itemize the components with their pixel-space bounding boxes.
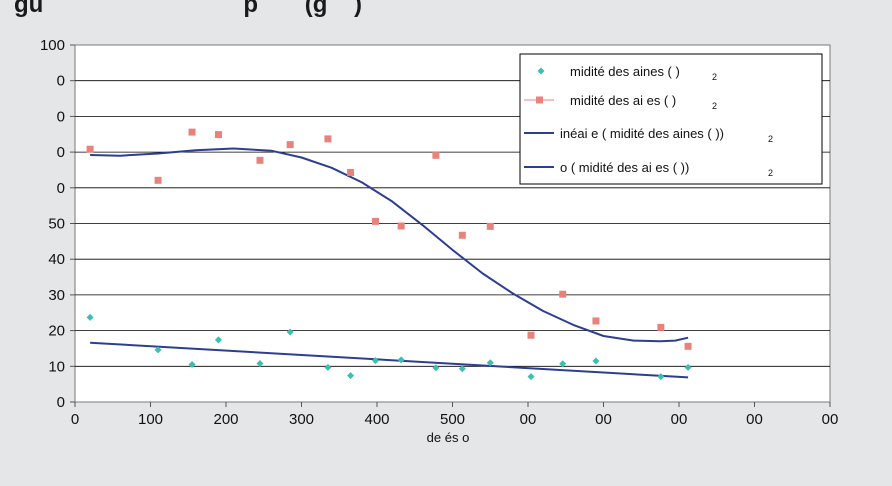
legend-subscript: 2 — [768, 134, 773, 144]
data-point — [86, 313, 94, 321]
y-tick-label: 20 — [48, 323, 65, 340]
x-tick-label: 00 — [746, 411, 763, 428]
x-tick-label: 300 — [289, 411, 314, 428]
series-lines — [90, 147, 689, 379]
legend-subscript: 2 — [712, 72, 717, 82]
x-tick-label: 200 — [213, 411, 238, 428]
data-point — [592, 317, 600, 325]
data-point — [324, 363, 332, 371]
legend-box — [519, 53, 823, 185]
y-tick-label: 0 — [57, 73, 65, 90]
x-tick-label: 100 — [138, 411, 163, 428]
data-point — [486, 222, 494, 230]
data-point — [286, 141, 294, 149]
data-point — [527, 331, 535, 339]
x-axis-label: de és o — [427, 430, 470, 445]
data-point — [458, 231, 466, 239]
x-tick-label: 00 — [822, 411, 839, 428]
y-tick-label: 30 — [48, 287, 65, 304]
data-point — [154, 176, 162, 184]
x-tick-label: 00 — [671, 411, 688, 428]
data-point — [432, 151, 440, 159]
y-tick-label: 10 — [48, 358, 65, 375]
chart-title: gu p (g ) — [14, 0, 363, 18]
series-line — [90, 147, 689, 343]
x-tick-label: 400 — [364, 411, 389, 428]
data-point — [432, 364, 440, 372]
legend-label: o ( midité des ai es ( )) — [560, 160, 689, 175]
legend-swatch — [537, 67, 545, 75]
data-point — [214, 131, 222, 139]
data-point — [256, 156, 264, 164]
data-point — [527, 373, 535, 381]
data-point — [188, 361, 196, 369]
y-tick-label: 40 — [48, 251, 65, 268]
x-tick-label: 00 — [595, 411, 612, 428]
data-point — [559, 290, 567, 298]
series-line — [90, 341, 689, 379]
legend-subscript: 2 — [712, 101, 717, 111]
data-point — [371, 217, 379, 225]
data-point — [86, 145, 94, 153]
data-point — [154, 346, 162, 354]
data-point — [371, 357, 379, 365]
data-point — [559, 360, 567, 368]
y-tick-label: 0 — [57, 108, 65, 125]
data-point — [397, 222, 405, 230]
legend-label: midité des aines ( ) — [570, 64, 680, 79]
x-tick-label: 00 — [520, 411, 537, 428]
data-point — [684, 342, 692, 350]
legend: midité des aines ( ) 2 midité des ai es ( … — [519, 53, 823, 185]
data-point — [347, 372, 355, 380]
data-point — [486, 359, 494, 367]
data-point — [397, 356, 405, 364]
series-points — [86, 128, 692, 381]
legend-subscript: 2 — [768, 168, 773, 178]
data-point — [324, 135, 332, 143]
y-tick-label: 50 — [48, 216, 65, 233]
x-tick-label: 0 — [71, 411, 79, 428]
legend-label: inéai e ( midité des aines ( )) — [560, 126, 724, 141]
x-tick-label: 500 — [440, 411, 465, 428]
y-tick-label: 0 — [57, 144, 65, 161]
data-point — [458, 365, 466, 373]
data-point — [657, 323, 665, 331]
y-tick-label: 100 — [40, 37, 65, 54]
legend-swatch — [536, 96, 543, 104]
y-tick-label: 0 — [57, 394, 65, 411]
data-point — [657, 373, 665, 381]
data-point — [188, 128, 196, 136]
data-point — [256, 359, 264, 367]
data-point — [684, 363, 692, 371]
data-point — [214, 336, 222, 344]
data-point — [592, 357, 600, 365]
data-point — [347, 168, 355, 176]
y-tick-label: 0 — [57, 180, 65, 197]
data-point — [286, 328, 294, 336]
legend-label: midité des ai es ( ) — [570, 93, 676, 108]
